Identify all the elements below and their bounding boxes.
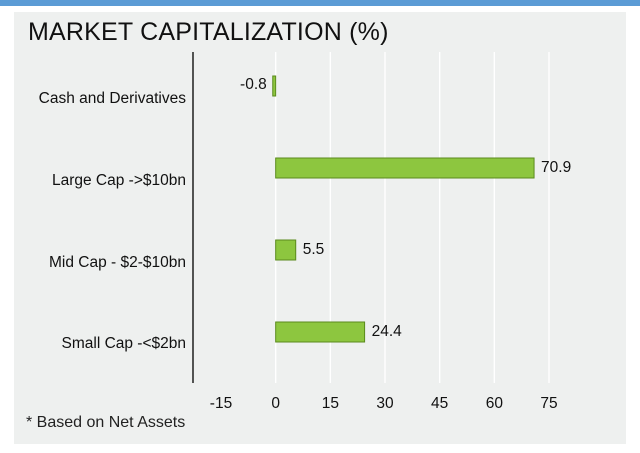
- x-tick-label-2: 15: [322, 395, 339, 412]
- value-label-1: 70.9: [541, 159, 571, 176]
- x-tick-label-6: 75: [540, 395, 557, 412]
- x-tick-label-4: 45: [431, 395, 448, 412]
- bar-0: [272, 75, 277, 97]
- x-tick-label-5: 60: [486, 395, 504, 412]
- x-tick-label-0: -15: [210, 395, 232, 412]
- value-label-0: -0.8: [240, 76, 267, 93]
- category-label-3: Small Cap -<$2bn: [62, 335, 187, 352]
- category-label-0: Cash and Derivatives: [39, 90, 187, 107]
- bar-1: [275, 157, 535, 179]
- value-label-2: 5.5: [303, 241, 325, 258]
- top-accent-rule: [0, 0, 640, 6]
- x-tick-label-1: 0: [271, 395, 280, 412]
- x-tick-label-3: 30: [376, 395, 394, 412]
- bar-3: [275, 321, 366, 343]
- footnote: * Based on Net Assets: [26, 414, 186, 431]
- category-label-1: Large Cap ->$10bn: [52, 172, 186, 189]
- chart-title: MARKET CAPITALIZATION (%): [28, 18, 389, 46]
- bar-2: [275, 239, 297, 261]
- chart-panel: [14, 12, 626, 444]
- category-label-2: Mid Cap - $2-$10bn: [49, 254, 186, 271]
- value-label-3: 24.4: [372, 323, 403, 340]
